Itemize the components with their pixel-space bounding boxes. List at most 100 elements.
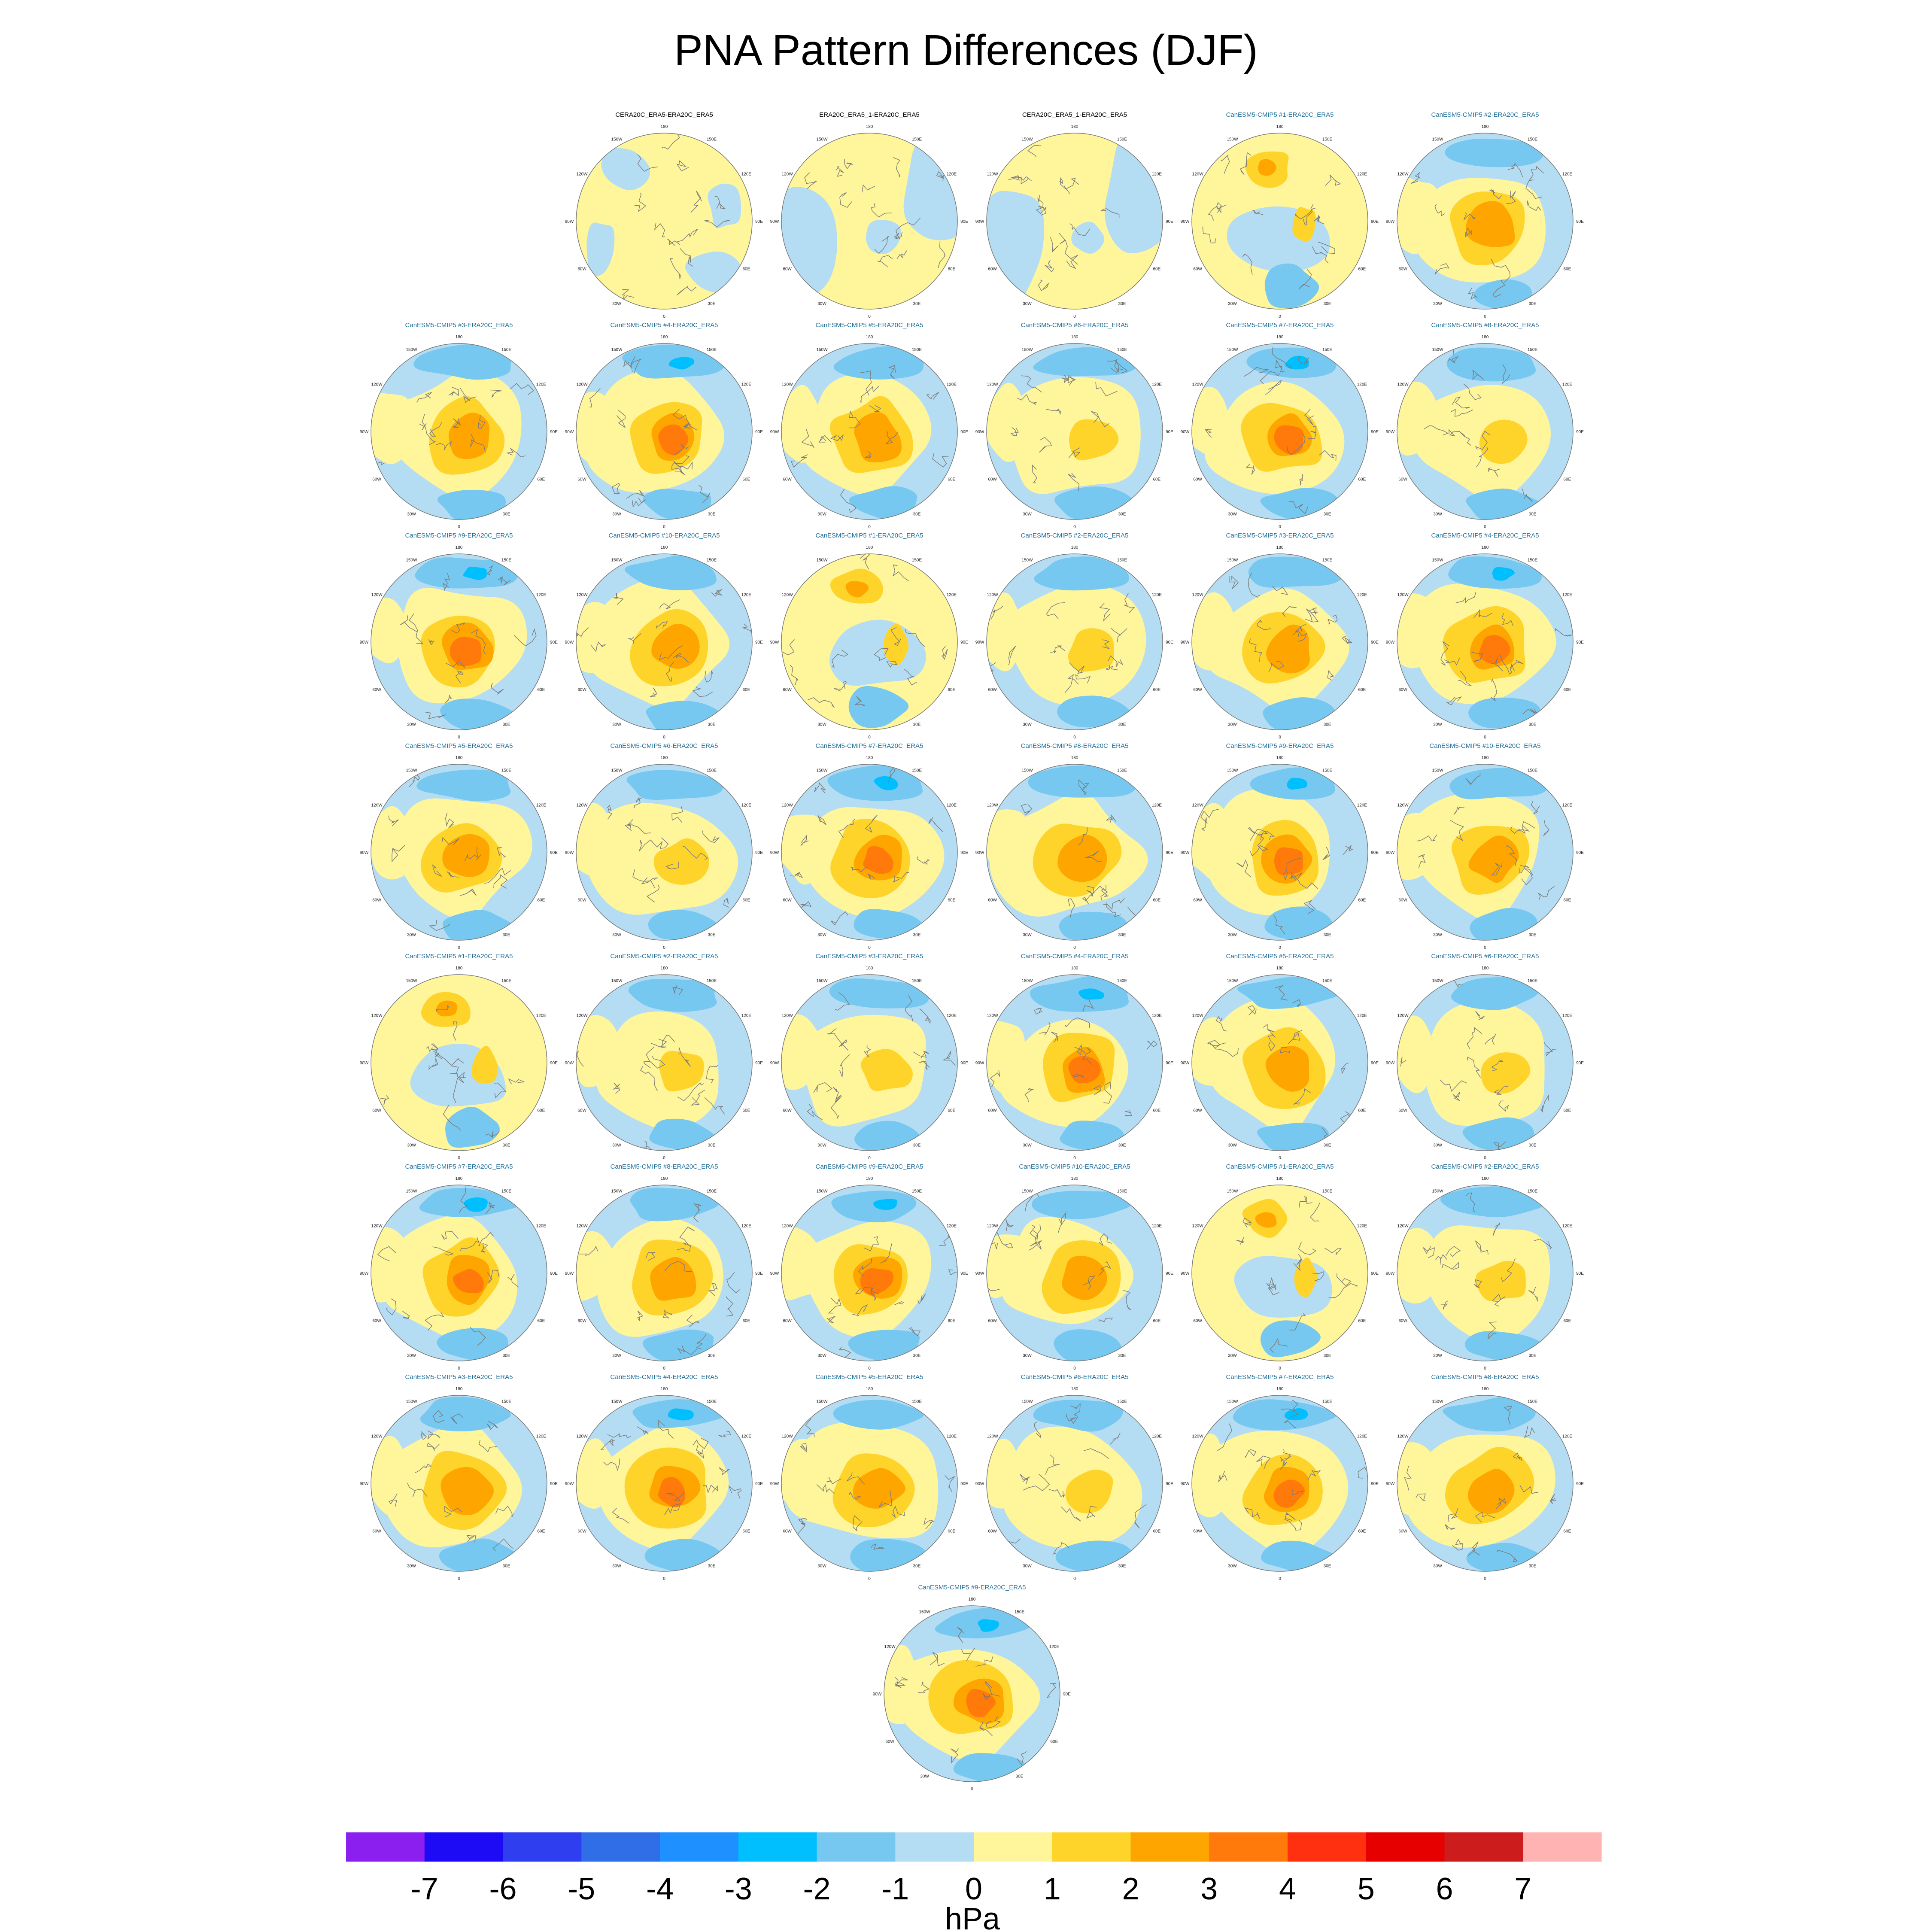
longitude-label: 60W <box>1398 1529 1407 1534</box>
coastline <box>839 192 852 208</box>
coastline <box>1328 1283 1358 1298</box>
contour-region <box>1258 159 1276 176</box>
coastline <box>1288 501 1308 514</box>
coastline <box>607 805 613 820</box>
longitude-label: 90W <box>975 430 984 434</box>
longitude-label: 180 <box>1276 1176 1284 1181</box>
contour-region <box>1286 778 1307 790</box>
coastline <box>817 815 826 825</box>
contour-region <box>1274 425 1303 455</box>
coastline <box>961 1647 975 1661</box>
coastline <box>1510 825 1530 834</box>
coastline <box>1108 655 1124 667</box>
coastline <box>1492 279 1505 298</box>
longitude-label: 120W <box>782 593 793 598</box>
panel-title: CanESM5-CMIP5 #1-ERA20C_ERA5 <box>405 953 513 960</box>
coastline <box>801 429 814 448</box>
coastline <box>1540 1094 1549 1112</box>
longitude-label: 60W <box>1398 1319 1407 1324</box>
longitude-label: 120W <box>1192 593 1204 598</box>
coastline <box>781 639 795 659</box>
map-outline <box>371 764 547 941</box>
longitude-label: 90E <box>960 851 968 855</box>
longitude-label: 90W <box>1386 851 1395 855</box>
coastline <box>987 1285 1000 1291</box>
longitude-label: 0 <box>868 1577 871 1581</box>
longitude-label: 0 <box>1484 1156 1486 1160</box>
contour-region <box>445 1106 500 1148</box>
longitude-label: 0 <box>1484 945 1486 950</box>
coastline <box>510 383 534 395</box>
longitude-label: 60E <box>1153 1529 1161 1534</box>
longitude-label: 90W <box>1181 1482 1190 1486</box>
coastline <box>1064 1017 1090 1028</box>
coastline <box>481 1243 489 1253</box>
panel-title: CanESM5-CMIP5 #4-ERA20C_ERA5 <box>611 1373 718 1381</box>
coastline <box>854 696 866 706</box>
coastline <box>1244 1507 1260 1519</box>
longitude-label: 0 <box>1073 945 1076 950</box>
coastline <box>923 1518 935 1529</box>
coastline <box>1008 175 1032 181</box>
longitude-label: 150E <box>1322 348 1333 352</box>
coastline <box>1310 1203 1321 1222</box>
coastline <box>807 1104 823 1120</box>
longitude-label: 120W <box>782 803 793 808</box>
coastline <box>852 1304 868 1316</box>
coastline <box>1039 437 1052 453</box>
panel-title: CanESM5-CMIP5 #6-ERA20C_ERA5 <box>1431 953 1539 960</box>
coastline <box>718 1431 731 1437</box>
coastline <box>1325 174 1341 186</box>
coastline <box>1098 1261 1112 1276</box>
coastline <box>1342 635 1353 645</box>
longitude-label: 90E <box>1371 430 1379 434</box>
longitude-label: 60W <box>372 688 381 693</box>
coastline <box>1050 645 1065 654</box>
map-panel: 180 150E 120E 90E 60E 30E 0 30W 60W 90W 120W 150W Ca… <box>1386 742 1584 950</box>
longitude-label: 120W <box>1192 1014 1204 1018</box>
coastline <box>1024 1088 1034 1103</box>
contour-region <box>833 1400 924 1430</box>
longitude-label: 30E <box>1118 1143 1126 1148</box>
coastline <box>1070 1403 1081 1417</box>
coastline <box>1099 603 1111 622</box>
coastline <box>1411 172 1421 184</box>
longitude-label: 30E <box>708 1564 716 1568</box>
coastline <box>1450 820 1464 841</box>
coastline <box>494 1082 507 1099</box>
longitude-label: 120E <box>741 383 752 387</box>
coastline <box>498 576 511 586</box>
coastline <box>1100 208 1120 218</box>
coastline <box>1442 1261 1459 1270</box>
coastline <box>874 648 889 661</box>
map-panel: 180 150E 120E 90E 60E 30E 0 30W 60W 90W 120W 150W Ca… <box>1386 532 1584 740</box>
longitude-label: 120E <box>1357 593 1367 598</box>
coastline <box>1205 429 1212 437</box>
coastline <box>632 869 655 888</box>
coastline <box>1075 674 1091 683</box>
longitude-label: 30W <box>1023 933 1032 937</box>
coastline <box>464 854 479 861</box>
coastline <box>1066 255 1078 269</box>
longitude-label: 90E <box>755 1482 763 1486</box>
map-panel: 180 150E 120E 90E 60E 30E 0 30W 60W 90W 120W 150W Ca… <box>770 1163 969 1371</box>
coastline <box>603 1458 620 1471</box>
longitude-label: 30E <box>1529 1564 1537 1568</box>
contour-region <box>1462 1117 1535 1151</box>
coastline <box>414 1463 432 1473</box>
map-panel: 180 150E 120E 90E 60E 30E 0 30W 60W 90W 120W 150W Ca… <box>565 953 763 1160</box>
coastline <box>1217 1423 1233 1451</box>
contour-region <box>829 978 930 1009</box>
longitude-label: 30E <box>913 722 921 727</box>
longitude-label: 30E <box>1324 301 1331 306</box>
coastline <box>637 154 658 172</box>
coastline <box>1046 602 1065 619</box>
longitude-label: 30W <box>817 512 826 516</box>
longitude-label: 150E <box>1117 348 1127 352</box>
coastline <box>1488 467 1501 477</box>
coastline <box>1053 1542 1069 1555</box>
coastline <box>400 615 418 633</box>
panel-title: CERA20C_ERA5-ERA20C_ERA5 <box>615 111 713 118</box>
coastline <box>1282 606 1297 617</box>
coastline <box>470 629 486 654</box>
